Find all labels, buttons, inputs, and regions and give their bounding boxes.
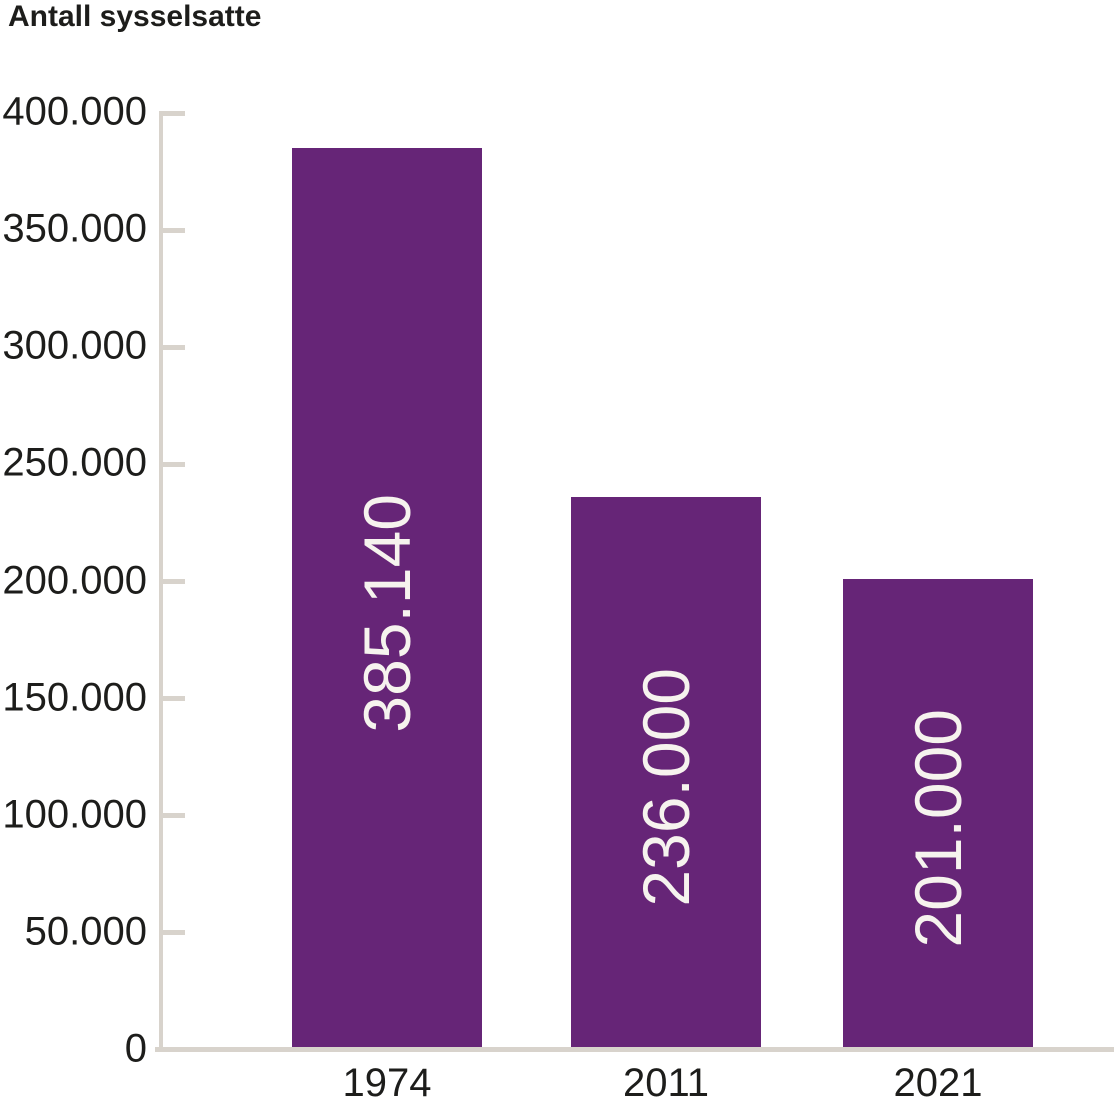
bar-2011: 236.000: [571, 497, 761, 1050]
x-category-label: 1974: [342, 1061, 432, 1105]
x-axis-line: [155, 1047, 1114, 1052]
bar-2021: 201.000: [843, 579, 1033, 1050]
y-tick-mark: [159, 579, 185, 584]
y-tick-mark: [159, 228, 185, 233]
y-tick-mark: [159, 930, 185, 935]
y-tick-mark: [159, 813, 185, 818]
y-tick-label: 100.000: [2, 792, 147, 837]
bar-value-label: 201.000: [901, 709, 975, 948]
x-category-label: 2011: [622, 1061, 710, 1105]
y-tick-label: 350.000: [2, 206, 147, 251]
x-category-label: 2021: [893, 1061, 983, 1105]
y-tick-mark: [159, 696, 185, 701]
y-tick-label: 400.000: [2, 89, 147, 134]
y-tick-mark: [159, 462, 185, 467]
bar-value-label: 236.000: [629, 668, 703, 907]
y-tick-label: 150.000: [2, 675, 147, 720]
y-tick-label: 50.000: [24, 909, 147, 954]
y-tick-mark: [159, 345, 185, 350]
y-tick-mark: [159, 111, 185, 116]
y-tick-label: 250.000: [2, 440, 147, 485]
y-tick-label: 300.000: [2, 323, 147, 368]
y-tick-label: 200.000: [2, 558, 147, 603]
bar-value-label: 385.140: [350, 493, 424, 733]
bar-1974: 385.140: [292, 148, 482, 1050]
chart-title: Antall sysselsatte: [8, 0, 262, 33]
y-tick-label: 0: [124, 1026, 147, 1071]
